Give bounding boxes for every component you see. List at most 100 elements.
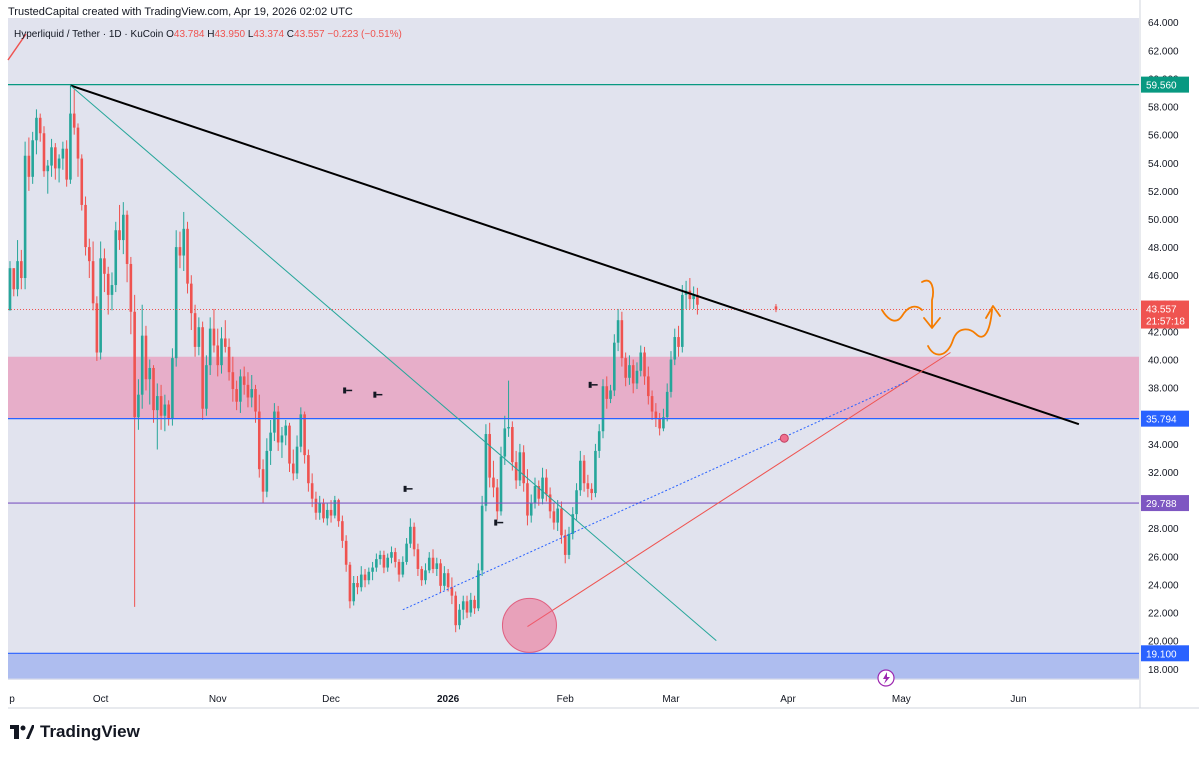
candle-body	[23, 155, 27, 279]
candle-body	[469, 599, 473, 613]
candle-body	[643, 352, 646, 377]
candle-body	[488, 434, 491, 478]
price-axis-background	[1140, 0, 1199, 708]
candle-body	[167, 404, 170, 419]
candle-body	[495, 487, 499, 512]
x-tick-label: Dec	[322, 694, 340, 705]
candle-body	[397, 561, 401, 575]
candle-body	[91, 261, 95, 304]
lightning-icon-glyph	[883, 672, 890, 684]
candle-body	[529, 502, 533, 516]
candle-body	[125, 214, 129, 264]
candle-body	[212, 328, 216, 346]
candle-body	[307, 455, 310, 484]
candle-body	[696, 294, 699, 305]
candle-body	[579, 460, 582, 491]
candle-body	[318, 502, 322, 513]
tradingview-logo[interactable]: TradingView	[10, 722, 140, 742]
candle-body	[329, 509, 333, 516]
candle-body	[571, 514, 575, 534]
candle-body	[57, 158, 61, 169]
candle-body	[654, 411, 658, 419]
candle-body	[545, 477, 548, 495]
candle-body	[280, 435, 284, 443]
candle-body	[122, 214, 125, 241]
candle-body	[69, 113, 72, 180]
candle-body	[492, 477, 495, 488]
candle-body	[42, 133, 46, 172]
candle-body	[12, 268, 16, 290]
y-tick-label: 56.000	[1148, 131, 1179, 142]
level-label-box	[1141, 410, 1189, 427]
header-text: TrustedCapital created with TradingView.…	[8, 6, 353, 18]
candle-body	[156, 396, 159, 411]
candle-body	[80, 158, 84, 205]
candle-body	[356, 583, 359, 588]
candle-body	[514, 462, 518, 481]
candle-body	[662, 417, 665, 429]
y-tick-label: 50.000	[1148, 215, 1179, 226]
x-tick-label: Oct	[93, 694, 109, 705]
candle-body	[152, 367, 155, 411]
candle-body	[159, 396, 163, 416]
candle-body	[533, 486, 537, 503]
y-tick-label: 24.000	[1148, 580, 1179, 591]
candle-body	[246, 384, 250, 398]
candle-body	[235, 389, 238, 402]
candle-body	[310, 483, 314, 499]
candle-body	[186, 228, 189, 284]
candle-body	[174, 247, 178, 359]
trendline-red-uptrend	[527, 352, 951, 628]
candle-body	[129, 263, 133, 312]
legend-l: 43.374	[253, 29, 284, 40]
candle-body	[110, 285, 114, 295]
candle-body	[443, 573, 446, 586]
candle-body	[658, 418, 661, 429]
x-tick-label: Apr	[780, 694, 796, 705]
x-tick-label: Feb	[557, 694, 575, 705]
candle-body	[586, 483, 590, 489]
y-tick-label: 18.000	[1148, 665, 1179, 676]
candle-body	[507, 427, 510, 429]
candle-body	[106, 273, 110, 295]
candle-body	[27, 155, 31, 177]
candle-body	[163, 404, 167, 416]
y-tick-label: 20.000	[1148, 637, 1179, 648]
level-label-box	[1141, 76, 1189, 93]
y-tick-label: 42.000	[1148, 327, 1179, 338]
candle-body	[677, 337, 680, 347]
candle-body	[450, 587, 454, 596]
candle-body	[665, 391, 669, 418]
candle-body	[537, 486, 541, 499]
candle-body	[242, 376, 246, 385]
last-price-box	[1141, 300, 1189, 329]
candle-body	[95, 303, 99, 353]
candle-body	[692, 294, 695, 300]
countdown-label: 21:57:18	[1146, 317, 1185, 328]
candle-body	[424, 570, 427, 581]
y-tick-label: 48.000	[1148, 243, 1179, 254]
candle-body	[375, 559, 378, 568]
y-tick-label: 34.000	[1148, 440, 1179, 451]
candle-body	[250, 389, 254, 398]
candle-body	[257, 411, 261, 470]
candle-body	[223, 338, 227, 347]
candle-body	[620, 320, 624, 359]
y-tick-label: 52.000	[1148, 187, 1179, 198]
candle-body	[446, 573, 450, 588]
candle-body	[594, 450, 597, 494]
candle-body	[393, 552, 397, 562]
resistance-zone	[8, 356, 1139, 419]
candle-body	[288, 425, 291, 464]
candle-body	[439, 563, 442, 586]
y-tick-label: 54.000	[1148, 159, 1179, 170]
legend-symbol: Hyperliquid / Tether · 1D · KuCoin	[14, 29, 166, 40]
level-label-box	[1141, 645, 1189, 662]
candle-body	[54, 147, 57, 169]
candle-body	[348, 564, 352, 602]
candle-body	[38, 117, 42, 134]
legend-o-label: O	[166, 29, 174, 40]
candle-body	[503, 428, 507, 457]
